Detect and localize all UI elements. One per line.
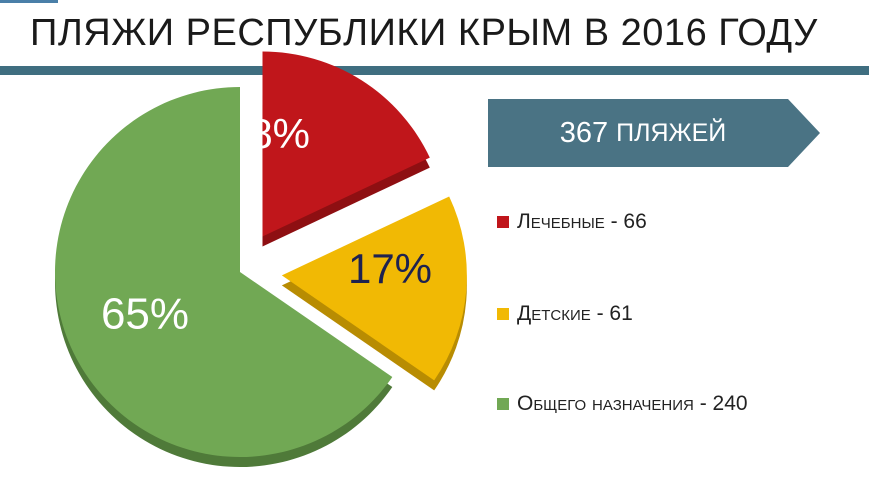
total-word: ПЛЯЖЕЙ xyxy=(616,118,727,147)
top-accent-bar xyxy=(0,0,58,3)
total-text: 367 ПЛЯЖЕЙ xyxy=(488,99,798,167)
pie-slice-1: 18% xyxy=(226,51,430,247)
legend-swatch xyxy=(497,398,509,410)
pie-slice-2: 17% xyxy=(281,196,467,391)
legend-item: Детские - 61 xyxy=(497,302,633,326)
legend-item: Общего назначения - 240 xyxy=(497,392,748,416)
legend-label: Лечебные - 66 xyxy=(517,210,647,233)
pie-chart: 18%17% 65% xyxy=(54,51,467,467)
total-banner: 367 ПЛЯЖЕЙ xyxy=(488,99,820,167)
pie-slice-face xyxy=(281,196,467,381)
pie-slice-face xyxy=(262,51,430,237)
pie-percent-label: 65% xyxy=(101,290,189,339)
legend-item: Лечебные - 66 xyxy=(497,210,647,234)
legend-swatch xyxy=(497,308,509,320)
total-number: 367 xyxy=(559,116,609,149)
pie-slice-3: 65% xyxy=(54,87,393,467)
legend-label: Детские - 61 xyxy=(517,302,633,325)
legend-swatch xyxy=(497,216,509,228)
total-banner-arrow xyxy=(488,99,820,167)
pie-percent-label: 17% xyxy=(348,245,432,292)
title-rule xyxy=(0,66,869,75)
legend-label: Общего назначения - 240 xyxy=(517,392,748,415)
pie-slice-face xyxy=(54,87,393,457)
page-title: ПЛЯЖИ РЕСПУБЛИКИ КРЫМ В 2016 ГОДУ xyxy=(30,12,818,54)
